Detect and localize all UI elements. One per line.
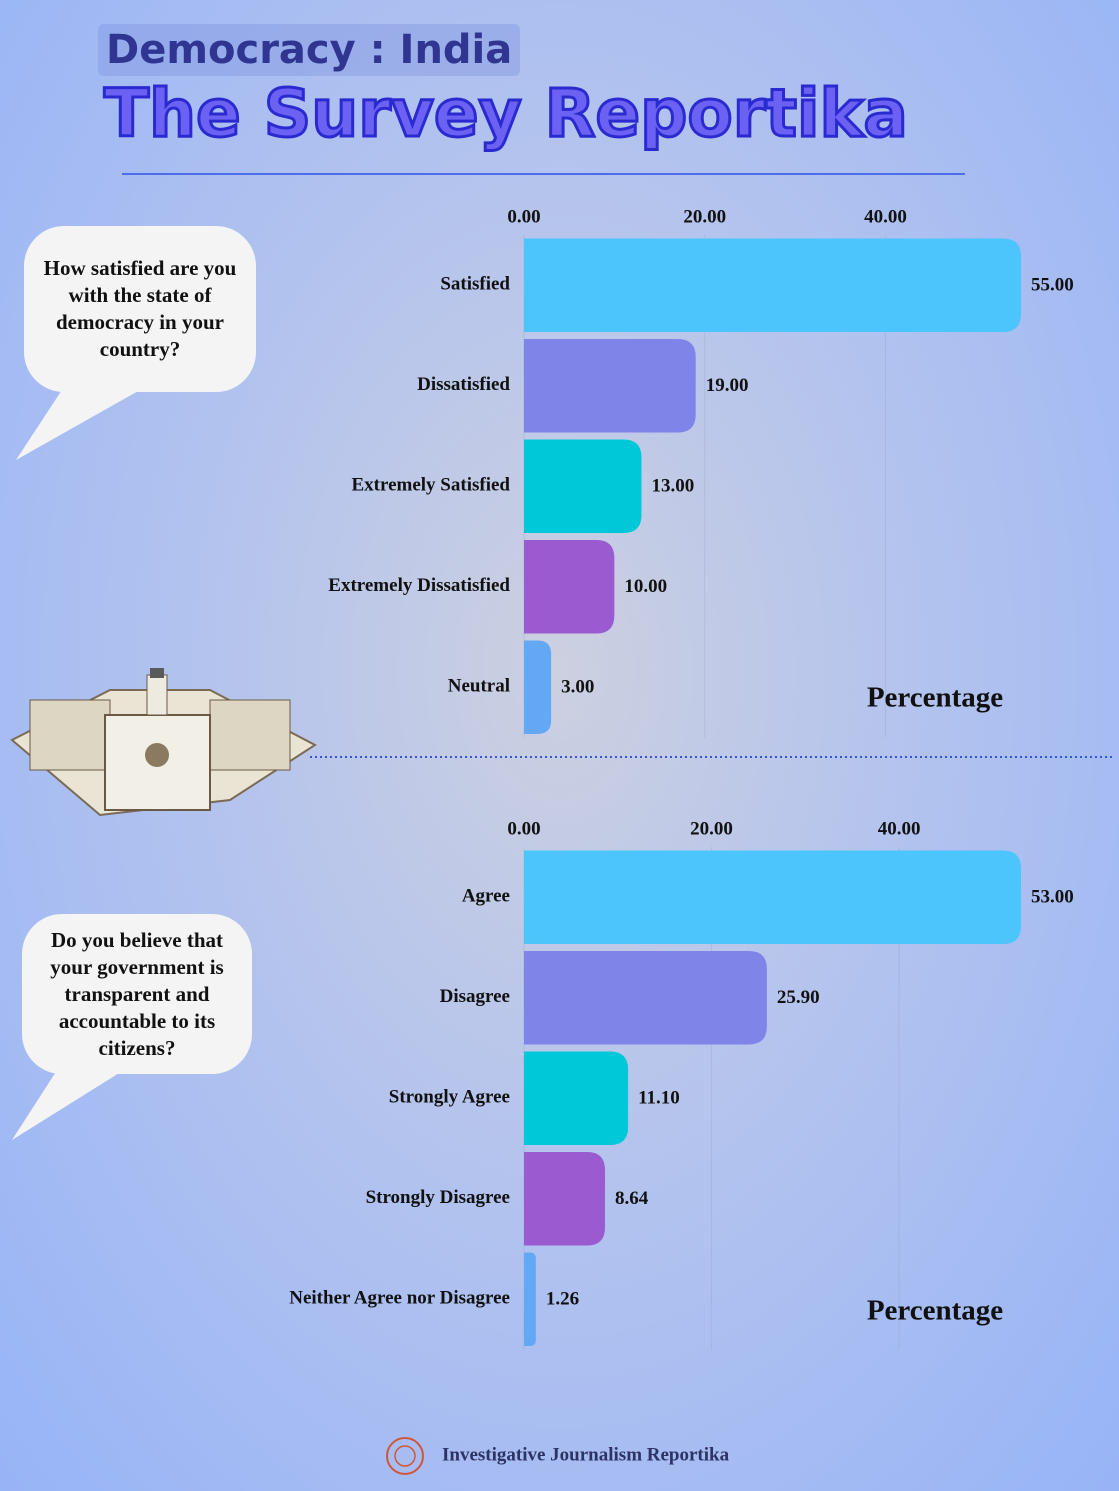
bar [524, 238, 1021, 332]
bar [524, 1152, 606, 1246]
bar [524, 540, 615, 634]
value-label: 55.00 [1031, 275, 1074, 296]
x-tick-label: 0.00 [507, 206, 540, 227]
question: How satisfied are you with the state of … [24, 226, 256, 392]
bubble-tail [16, 370, 140, 460]
value-label: 25.90 [777, 987, 820, 1008]
x-tick-label: 0.00 [507, 818, 540, 839]
bar [524, 850, 1021, 944]
value-label: 53.00 [1031, 887, 1074, 908]
bar [524, 1051, 629, 1145]
value-label: 13.00 [651, 476, 694, 497]
bar [524, 439, 642, 533]
question: Do you believe that your government is t… [22, 914, 252, 1074]
x-tick-label: 20.00 [690, 818, 733, 839]
subtitle: Democracy : India [98, 24, 521, 76]
value-label: 19.00 [706, 375, 749, 396]
parliament-illustration [10, 668, 317, 817]
footer-logo [386, 1437, 424, 1475]
x-tick-label: 20.00 [683, 206, 726, 227]
bar [524, 1252, 536, 1346]
x-axis-label: Percentage [867, 682, 1003, 714]
value-label: 11.10 [638, 1088, 680, 1109]
category-label: Strongly Disagree [366, 1187, 510, 1208]
bar [524, 640, 552, 734]
category-label: Disagree [440, 986, 510, 1007]
category-label: Neither Agree nor Disagree [289, 1288, 510, 1309]
value-label: 3.00 [561, 677, 594, 698]
x-tick-label: 40.00 [864, 206, 907, 227]
category-label: Neutral [448, 676, 510, 697]
category-label: Extremely Satisfied [352, 475, 511, 496]
title: The Survey Reportika [104, 75, 908, 152]
category-label: Extremely Dissatisfied [328, 575, 510, 596]
footer-text: Investigative Journalism Reportika [442, 1444, 730, 1465]
value-label: 8.64 [615, 1188, 649, 1209]
category-label: Dissatisfied [417, 374, 510, 395]
category-label: Strongly Agree [389, 1087, 510, 1108]
category-label: Agree [462, 886, 510, 907]
bar [524, 339, 696, 433]
value-label: 1.26 [546, 1289, 579, 1310]
x-tick-label: 40.00 [878, 818, 921, 839]
x-axis-label: Percentage [867, 1295, 1003, 1327]
value-label: 10.00 [624, 576, 667, 597]
bar [524, 951, 767, 1045]
category-label: Satisfied [440, 274, 510, 295]
